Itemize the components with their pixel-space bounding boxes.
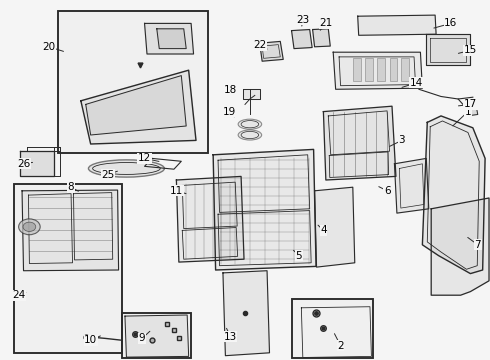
Polygon shape <box>292 30 312 49</box>
Circle shape <box>23 222 36 231</box>
Text: 7: 7 <box>474 240 481 250</box>
Text: 19: 19 <box>222 107 236 117</box>
Text: 10: 10 <box>84 335 97 345</box>
Text: 1: 1 <box>465 107 471 117</box>
Polygon shape <box>20 151 54 176</box>
Bar <box>390 58 397 81</box>
Bar <box>377 58 385 81</box>
Polygon shape <box>125 315 189 357</box>
Text: 9: 9 <box>139 333 146 343</box>
Polygon shape <box>223 271 270 356</box>
Text: 16: 16 <box>444 18 458 28</box>
Polygon shape <box>86 76 186 135</box>
Bar <box>292 299 373 358</box>
Polygon shape <box>323 106 396 180</box>
Text: 20: 20 <box>43 42 55 52</box>
Text: 2: 2 <box>337 341 344 351</box>
Text: 23: 23 <box>296 15 310 25</box>
Text: 15: 15 <box>464 45 477 55</box>
Polygon shape <box>260 41 283 61</box>
Text: 22: 22 <box>253 40 267 50</box>
Bar <box>122 313 191 358</box>
Bar <box>401 58 409 81</box>
Ellipse shape <box>238 119 262 129</box>
Polygon shape <box>358 15 436 35</box>
Polygon shape <box>466 107 478 116</box>
Circle shape <box>19 219 40 235</box>
Text: 12: 12 <box>138 153 151 163</box>
Polygon shape <box>431 198 489 295</box>
Polygon shape <box>315 187 355 267</box>
Polygon shape <box>213 149 316 270</box>
Ellipse shape <box>238 130 262 140</box>
Bar <box>353 58 361 81</box>
Polygon shape <box>176 176 244 262</box>
Bar <box>365 58 373 81</box>
Polygon shape <box>81 70 196 144</box>
Text: 21: 21 <box>319 18 333 28</box>
Text: 18: 18 <box>223 85 237 95</box>
Polygon shape <box>394 158 429 213</box>
Text: 5: 5 <box>295 251 302 261</box>
Bar <box>58 11 208 153</box>
Polygon shape <box>22 190 119 271</box>
Text: 6: 6 <box>384 186 391 196</box>
Text: 4: 4 <box>320 225 327 235</box>
Text: 17: 17 <box>464 99 477 109</box>
Polygon shape <box>313 29 330 47</box>
Text: 14: 14 <box>410 78 423 88</box>
Text: 8: 8 <box>68 182 74 192</box>
Polygon shape <box>422 116 485 274</box>
Bar <box>14 184 122 353</box>
Polygon shape <box>243 89 260 99</box>
Text: 11: 11 <box>170 186 183 196</box>
Bar <box>58 11 208 153</box>
Text: 24: 24 <box>12 290 25 300</box>
Polygon shape <box>333 52 422 89</box>
Polygon shape <box>145 23 194 54</box>
Bar <box>122 313 191 358</box>
Text: 25: 25 <box>101 170 115 180</box>
Text: 13: 13 <box>223 332 237 342</box>
Polygon shape <box>426 34 470 65</box>
Bar <box>292 299 373 358</box>
Text: 26: 26 <box>17 159 30 169</box>
Text: 3: 3 <box>398 135 405 145</box>
Bar <box>14 184 122 353</box>
Ellipse shape <box>89 160 164 177</box>
Polygon shape <box>157 29 186 49</box>
